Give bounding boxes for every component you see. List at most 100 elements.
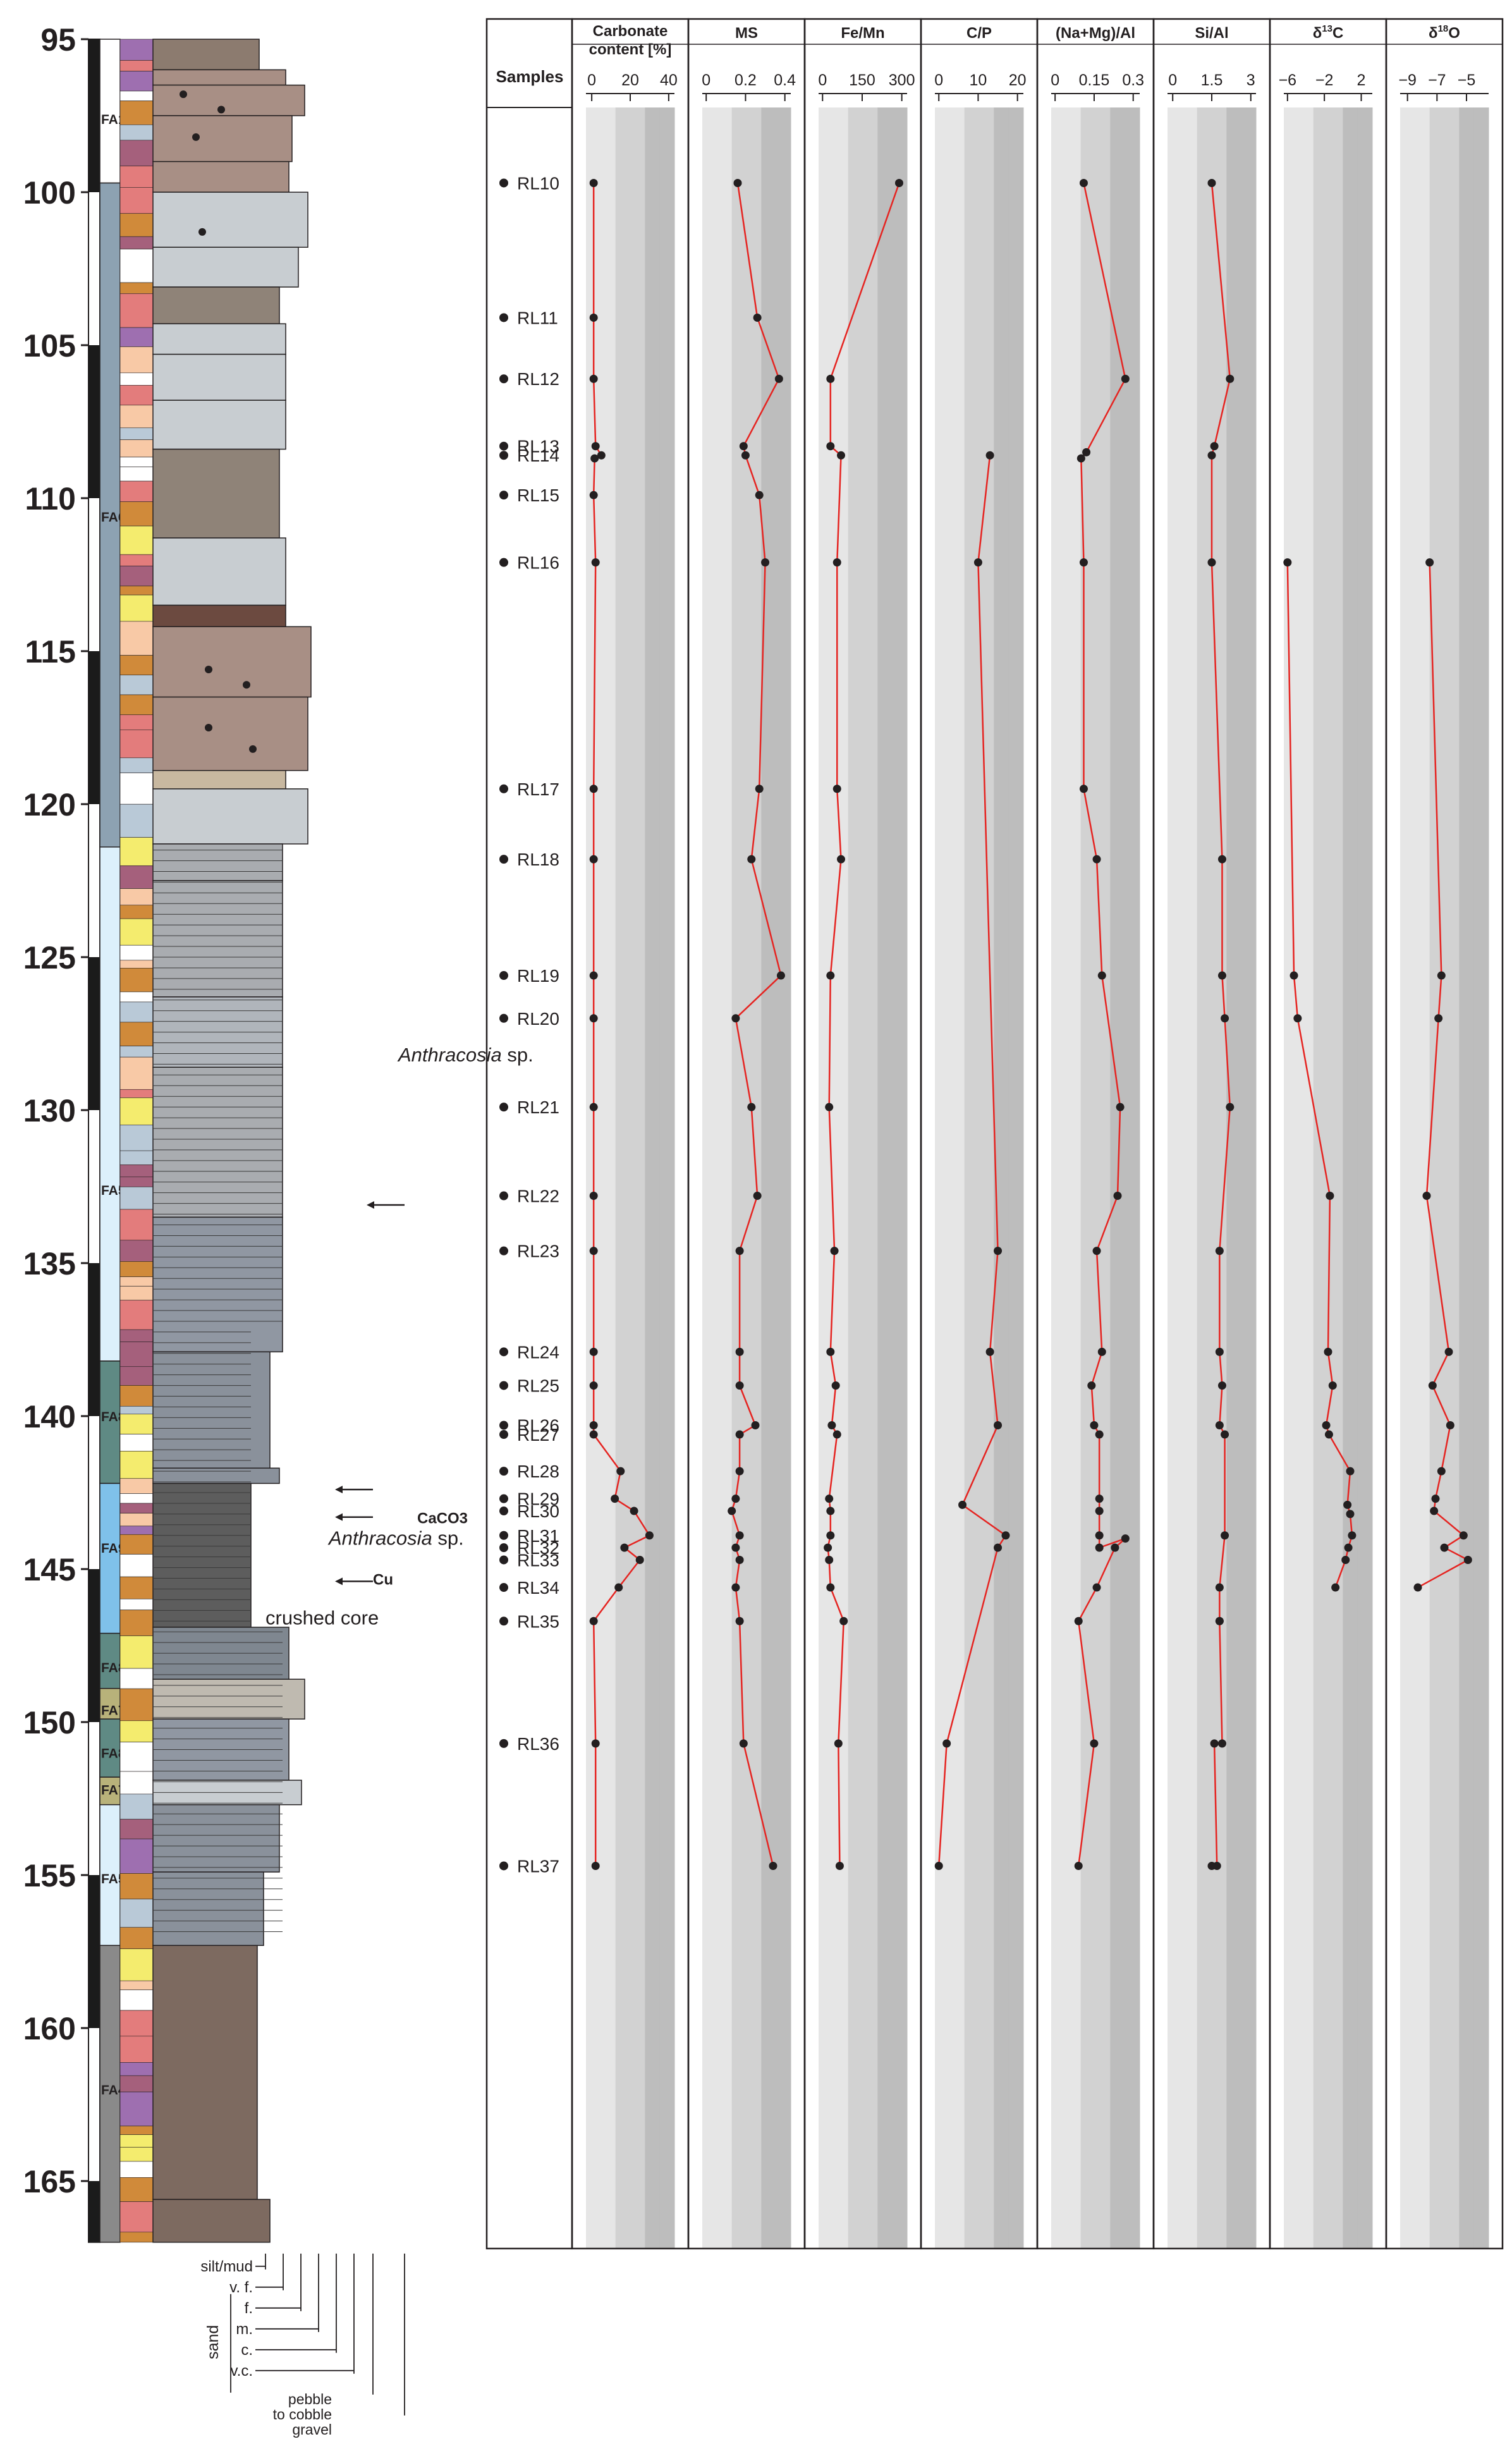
depth-scale-segment [88,651,100,804]
panel-data-point [973,558,982,567]
color-stripe [119,187,154,214]
annotation-arrowhead [367,1201,374,1209]
panel-shade-band [877,107,893,2249]
panel-data-point [1217,855,1226,864]
depth-tick-label: 100 [23,175,76,211]
panel-data-point [1207,178,1216,187]
sample-marker [499,1191,508,1201]
sample-label: RL16 [517,553,559,573]
color-stripe [119,39,154,61]
panel: C/P 0 10 20 [920,18,1039,2250]
panel-data-point [1346,1510,1355,1519]
lithology-bed [152,843,283,881]
panel-data-point [589,1617,598,1625]
sample-label: RL36 [517,1734,559,1754]
depth-tick-label: 105 [23,328,76,364]
color-stripe [119,1534,154,1555]
sample-label: RL10 [517,173,559,193]
panel-data-point [1444,1347,1453,1356]
panel-data-point [1221,1531,1229,1540]
depth-scale-segment [88,1263,100,1416]
lithology-bed [152,604,286,628]
panel-data-point [1095,1494,1104,1503]
lithology-bed [152,1945,258,2200]
facies-band [99,1482,121,1634]
gravel-label: pebble [288,2391,332,2407]
panel-data-point [755,491,764,499]
color-stripe [119,757,154,773]
sample-label: RL15 [517,486,559,505]
depth-tick-label: 135 [23,1246,76,1281]
samples-frame [485,18,573,2250]
panel-data-point [735,1381,744,1390]
annotation-label: Anthracosia sp. [397,1044,533,1066]
panel-shade-band [1459,107,1475,2249]
panel-shade-band [994,107,1009,2249]
panel-data-point [1346,1467,1355,1476]
panel: Si/Al 0 1.5 3 [1152,18,1271,2250]
panel-data-point [620,1543,629,1552]
panel-data-point [839,1617,848,1625]
panel-data-point [635,1555,644,1564]
color-stripe [119,1240,154,1262]
panel-data-point [630,1507,638,1515]
panel-data-point [826,442,835,451]
color-stripe [119,1406,154,1415]
annotation-taxon: Anthracosia [397,1044,502,1066]
panel-tick-label: 0 [587,71,596,89]
panel-title-superscript: 18 [1438,23,1449,34]
panel-data-point [751,1421,760,1430]
color-stripe [119,918,154,946]
panel-title: δ13C [1313,23,1344,42]
sample-label: RL19 [517,966,559,986]
panel-shade-band [1444,107,1460,2249]
panel-data-point [1121,374,1130,383]
color-stripe [119,1022,154,1046]
sample-marker [499,1543,508,1553]
depth-tick-label: 130 [23,1093,76,1128]
color-stripe [119,1794,154,1819]
color-stripe [119,1342,154,1367]
panel-tick-label: 0.2 [735,71,757,89]
sample-marker [499,1739,508,1748]
color-stripe [119,90,154,101]
color-stripe [119,2125,154,2135]
lithology-bed [152,537,286,606]
sample-marker [499,374,508,384]
panel-data-point [835,1861,844,1870]
sample-marker [499,1246,508,1256]
panel-data-point [1431,1494,1440,1503]
color-stripe [119,1525,154,1535]
panel-data-point [1217,971,1226,980]
facies-label: FA5 [101,1183,126,1198]
panel-data-point [590,454,599,463]
color-stripe [119,694,154,716]
grain-class-label: f. [245,2300,253,2317]
panel-data-point [985,451,994,460]
panel-title-element: C [1332,25,1343,42]
panel: Fe/Mn 0 150 300 [803,18,922,2250]
color-stripe [119,2232,154,2243]
panel-data-point [731,1014,740,1023]
color-stripe [119,1927,154,1949]
facies-band [99,847,121,1362]
panel-title-element: O [1448,25,1460,42]
sample-label: RL24 [517,1342,559,1362]
color-stripe [119,1276,154,1287]
depth-tick-label: 95 [40,22,76,58]
sample-marker [499,1013,508,1023]
panel-shade-band [776,107,791,2249]
color-stripe [119,1261,154,1277]
panel-series-line [731,183,782,1866]
color-stripe [119,2010,154,2037]
color-stripe [119,166,154,188]
color-stripe [119,621,154,656]
panel-data-point [1217,1739,1226,1748]
panel-data-point [1082,448,1091,456]
color-stripe [119,730,154,759]
color-stripe [119,1554,154,1577]
panel-data-point [825,1494,834,1503]
lithology-bed [152,69,286,86]
annotation-label: Cu [373,1572,393,1589]
panel-tick-label: −5 [1458,71,1476,89]
